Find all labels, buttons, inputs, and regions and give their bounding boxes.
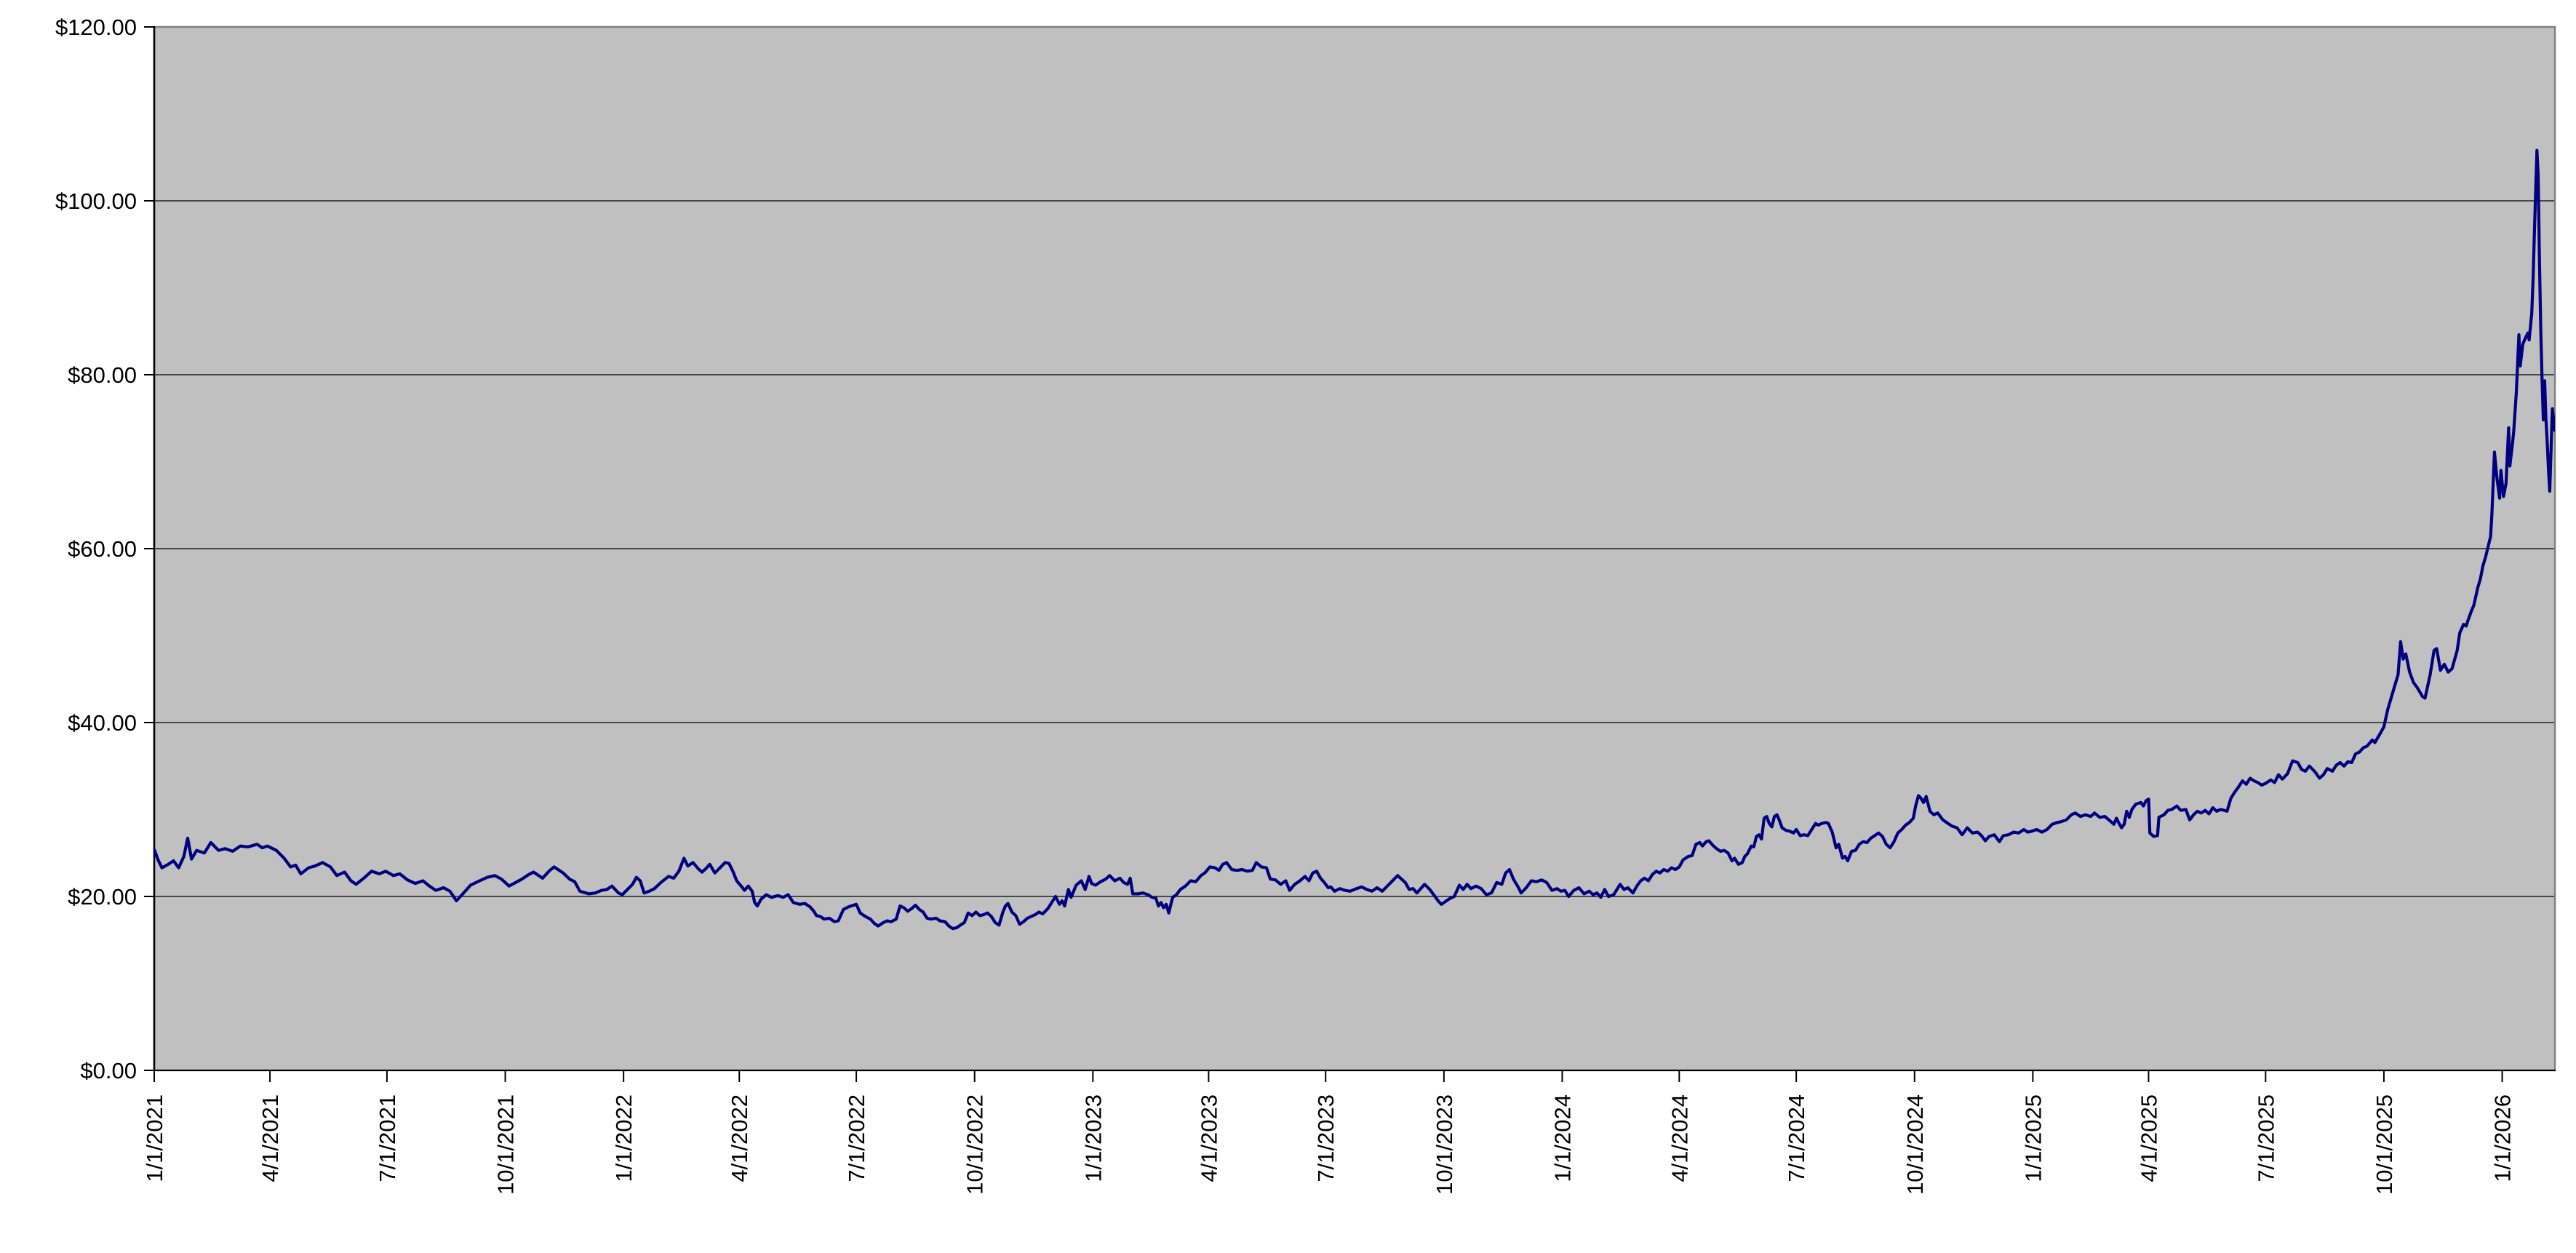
x-axis-tick-label: 10/1/2021 [493,1094,519,1195]
x-axis-tick-label: 4/1/2023 [1196,1094,1221,1182]
x-axis-tick-label: 7/1/2023 [1313,1094,1339,1182]
x-axis-tick-label: 7/1/2021 [375,1094,400,1182]
x-axis-tick-label: 1/1/2024 [1550,1094,1575,1182]
x-axis-tick-label: 7/1/2025 [2253,1094,2278,1182]
x-axis-tick-label: 1/1/2026 [2490,1094,2516,1182]
x-axis-tick-label: 7/1/2024 [1784,1094,1809,1182]
x-axis-tick-label: 1/1/2023 [1080,1094,1106,1182]
x-axis-tick-label: 4/1/2022 [727,1094,752,1182]
y-axis-tick-label: $40.00 [68,710,137,736]
y-axis-tick-label: $20.00 [68,884,137,910]
x-axis-tick-label: 1/1/2021 [142,1094,167,1182]
y-axis-tick-label: $0.00 [80,1058,137,1083]
x-axis-tick-label: 4/1/2021 [258,1094,283,1182]
x-axis-tick-label: 10/1/2024 [1902,1094,1928,1195]
x-axis-tick-label: 7/1/2022 [844,1094,869,1182]
y-axis-tick-label: $80.00 [68,362,137,388]
series-line [154,148,2555,931]
x-axis-tick-label: 10/1/2022 [962,1094,988,1195]
x-axis-tick-label: 1/1/2022 [611,1094,637,1182]
x-axis-tick-label: 10/1/2023 [1432,1094,1457,1195]
y-axis-tick-label: $60.00 [68,536,137,562]
y-axis-tick-label: $120.00 [55,15,137,40]
x-axis-tick-label: 1/1/2025 [2020,1094,2046,1182]
x-axis-tick-label: 4/1/2025 [2136,1094,2161,1182]
x-axis-tick-label: 10/1/2025 [2372,1094,2397,1195]
y-axis-tick-label: $100.00 [55,188,137,214]
x-axis-tick-label: 4/1/2024 [1667,1094,1692,1182]
